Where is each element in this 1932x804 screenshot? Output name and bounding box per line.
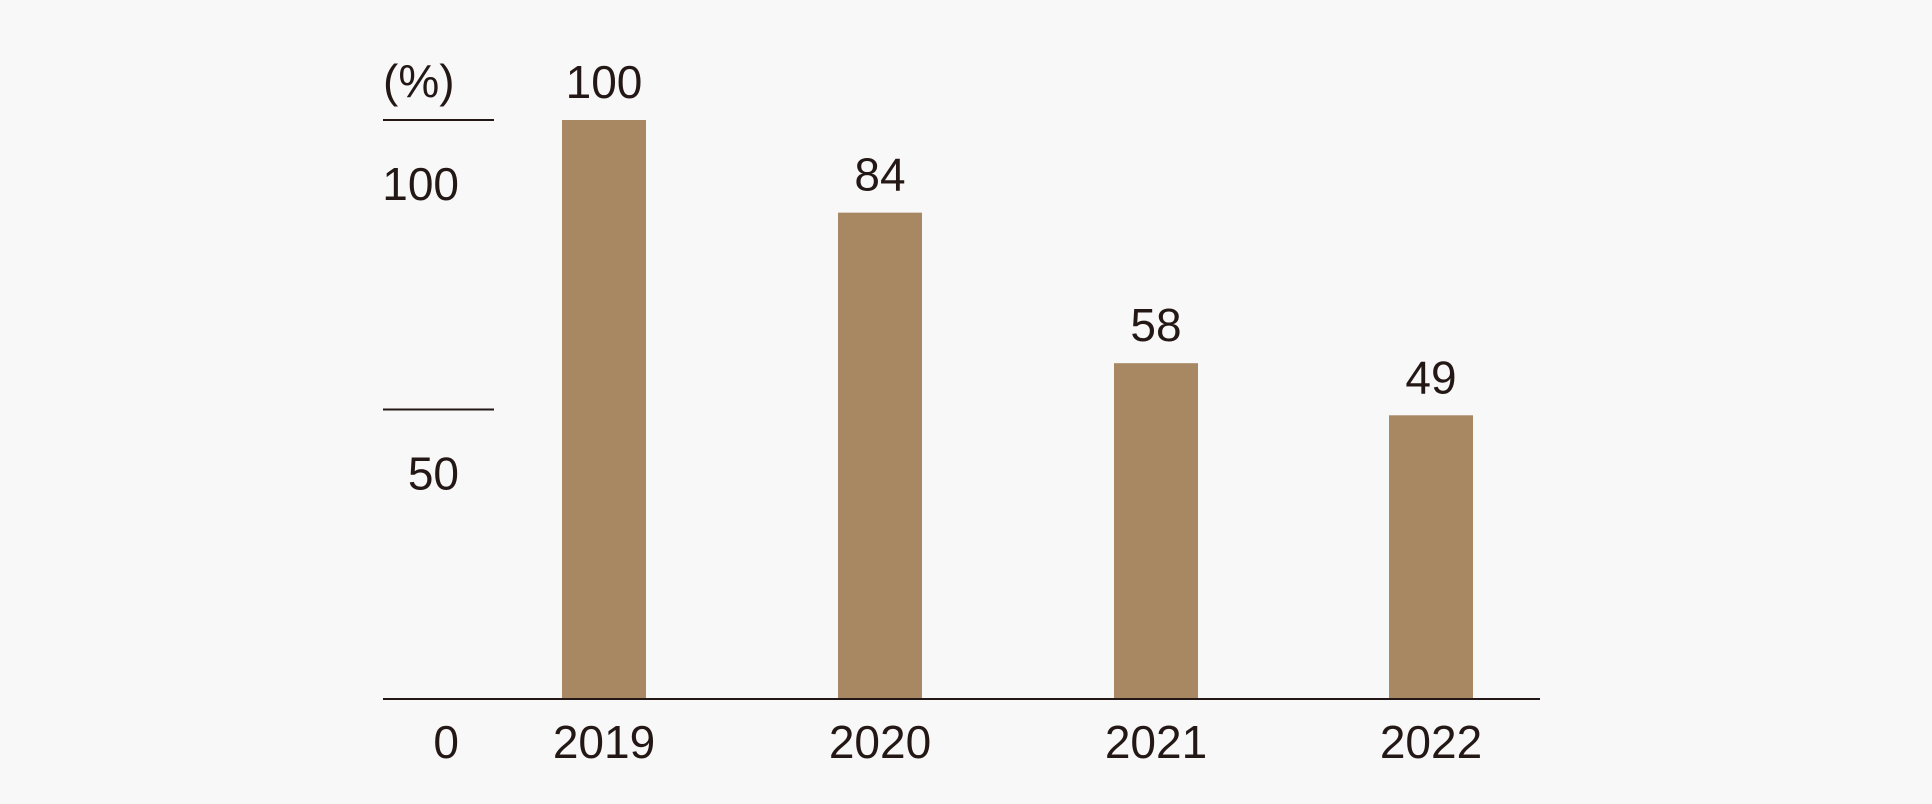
- y-tick-label: 100: [382, 158, 459, 210]
- bar: [838, 212, 922, 699]
- y-axis: 0 50 100: [382, 119, 494, 768]
- bar: [1389, 415, 1473, 699]
- x-tick-label: 2021: [1105, 716, 1207, 768]
- data-label: 58: [1130, 299, 1181, 351]
- y-axis-unit-label: (%): [383, 55, 455, 107]
- x-tick-label: 2019: [553, 716, 655, 768]
- x-tick-label: 2020: [829, 716, 931, 768]
- bars: [562, 120, 1473, 699]
- data-label: 49: [1405, 351, 1456, 403]
- data-labels: 100 84 58 49: [566, 56, 1457, 403]
- y-tick-label: 0: [433, 716, 459, 768]
- x-axis: 2019 2020 2021 2022: [383, 698, 1540, 768]
- bar: [1114, 363, 1198, 699]
- data-label: 84: [854, 149, 905, 201]
- x-tick-label: 2022: [1380, 716, 1482, 768]
- y-tick-label: 50: [408, 448, 459, 500]
- data-label: 100: [566, 56, 643, 108]
- bar: [562, 120, 646, 699]
